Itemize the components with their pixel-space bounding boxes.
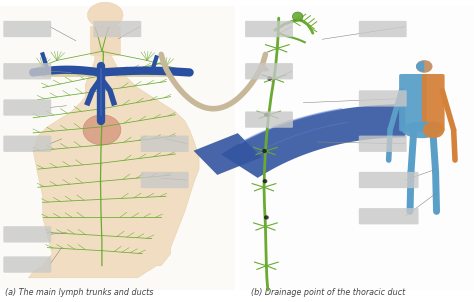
Ellipse shape — [263, 179, 267, 183]
FancyBboxPatch shape — [359, 21, 407, 37]
FancyBboxPatch shape — [3, 99, 51, 116]
Ellipse shape — [264, 113, 269, 117]
Polygon shape — [28, 42, 199, 278]
FancyBboxPatch shape — [141, 172, 189, 188]
FancyBboxPatch shape — [359, 90, 407, 107]
Text: (b) Drainage point of the thoracic duct: (b) Drainage point of the thoracic duct — [251, 288, 405, 297]
FancyBboxPatch shape — [359, 172, 419, 188]
Ellipse shape — [416, 60, 432, 73]
FancyBboxPatch shape — [3, 256, 51, 273]
Ellipse shape — [87, 2, 123, 28]
FancyBboxPatch shape — [3, 21, 51, 37]
Polygon shape — [193, 133, 262, 175]
Text: (a) The main lymph trunks and ducts: (a) The main lymph trunks and ducts — [5, 288, 153, 297]
FancyBboxPatch shape — [90, 26, 121, 56]
FancyBboxPatch shape — [245, 111, 293, 128]
Polygon shape — [221, 104, 405, 178]
Ellipse shape — [83, 115, 121, 145]
FancyBboxPatch shape — [93, 21, 141, 37]
FancyBboxPatch shape — [3, 136, 51, 152]
FancyBboxPatch shape — [3, 63, 51, 79]
FancyBboxPatch shape — [0, 6, 235, 290]
Ellipse shape — [262, 149, 267, 153]
FancyBboxPatch shape — [3, 226, 51, 243]
Wedge shape — [416, 61, 424, 72]
FancyBboxPatch shape — [239, 6, 474, 290]
Ellipse shape — [402, 121, 442, 138]
Ellipse shape — [292, 12, 303, 21]
FancyBboxPatch shape — [245, 63, 293, 79]
Ellipse shape — [423, 121, 445, 138]
Ellipse shape — [264, 215, 269, 220]
Ellipse shape — [267, 76, 272, 81]
FancyBboxPatch shape — [422, 74, 445, 131]
FancyBboxPatch shape — [359, 208, 419, 224]
FancyBboxPatch shape — [359, 136, 407, 152]
FancyBboxPatch shape — [399, 74, 427, 131]
FancyBboxPatch shape — [245, 21, 293, 37]
FancyBboxPatch shape — [141, 136, 189, 152]
